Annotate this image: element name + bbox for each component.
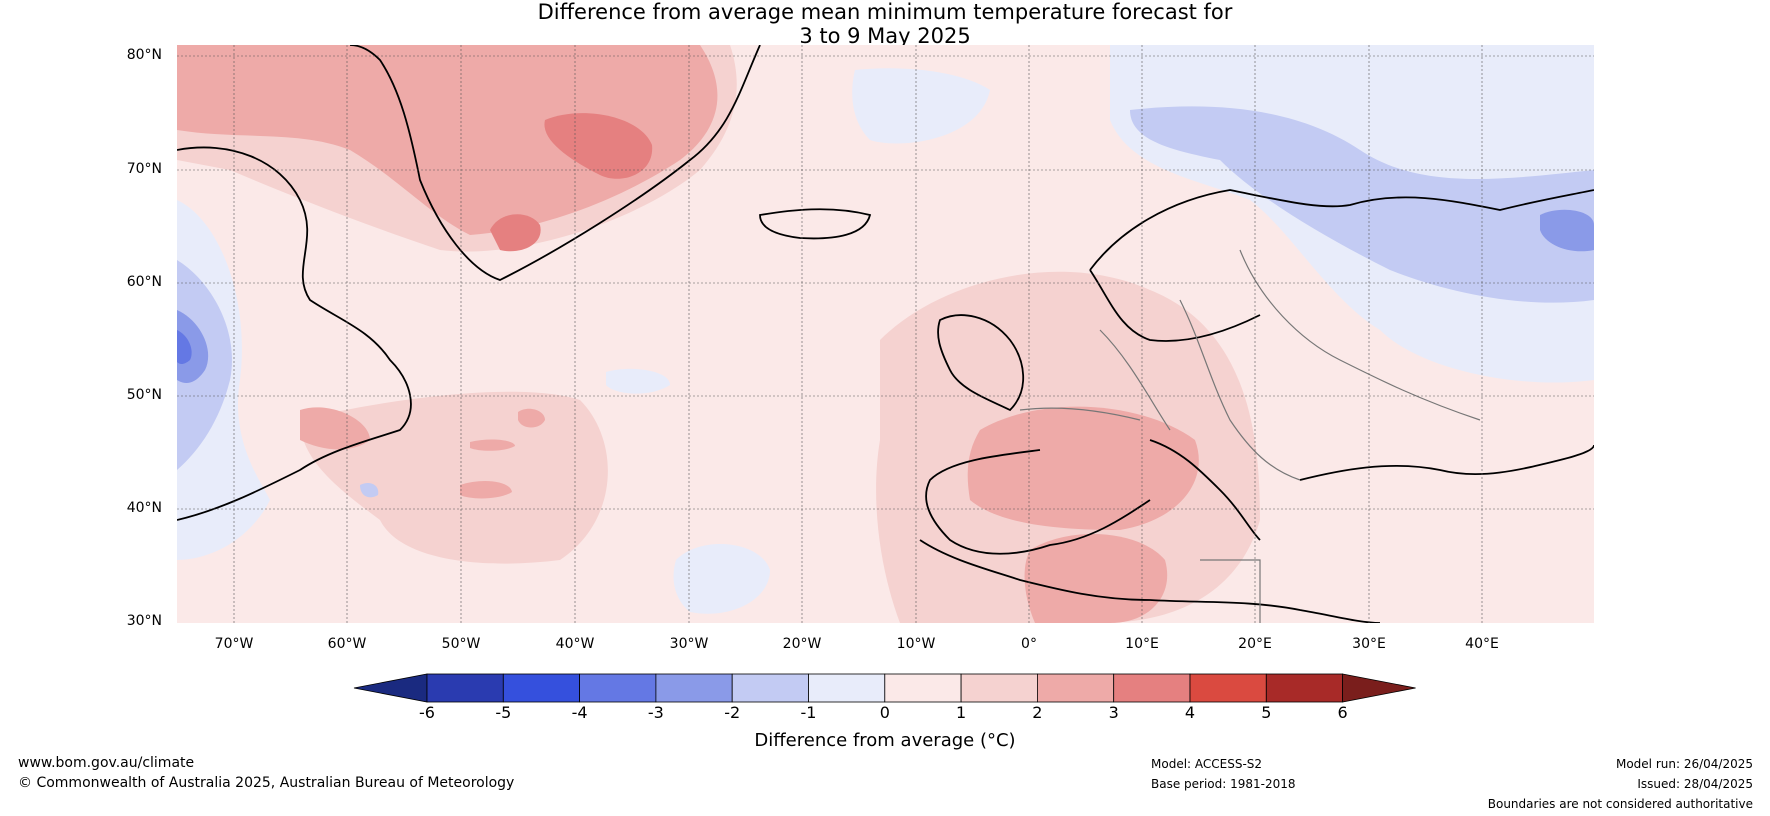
anomaly-atlantic-1-2 <box>300 391 608 564</box>
graticule <box>177 45 1594 623</box>
lon-label-30w: 30°W <box>669 636 709 652</box>
colorbar-tick-label: -2 <box>724 703 741 722</box>
colorbar-bin <box>1265 673 1344 703</box>
title-line-2: 3 to 9 May 2025 <box>799 24 971 48</box>
anomaly-atlantic-cool-a <box>360 483 379 498</box>
colorbar-tick-label: -4 <box>571 703 588 722</box>
anomaly-greenland-3-4-b <box>490 214 541 252</box>
colorbar-tick-label: 6 <box>1337 703 1348 722</box>
lat-label-60n: 60°N <box>126 274 162 290</box>
anomaly-europe-2-3 <box>967 406 1199 530</box>
coastlines <box>177 45 1594 623</box>
anomaly-atlantic-2-3-c <box>518 408 545 428</box>
colorbar-tick-label: 1 <box>956 703 967 722</box>
colorbar-bin <box>502 673 580 703</box>
anomaly-russia-neg2-neg3 <box>1540 209 1594 252</box>
lon-label-60w: 60°W <box>327 636 367 652</box>
anomaly-atlantic-2-3-b <box>460 480 512 499</box>
colorbar-tick-label: -6 <box>419 703 435 722</box>
lon-label-40e: 40°E <box>1465 636 1499 652</box>
anomaly-atlantic-cool-c <box>673 543 770 614</box>
footer-url: www.bom.gov.au/climate <box>18 755 195 771</box>
lat-label-50n: 50°N <box>126 387 162 403</box>
lon-label-10w: 10°W <box>896 636 936 652</box>
footer-model-run: Model run: 26/04/2025 <box>1615 757 1753 771</box>
colorbar-tick-label: -5 <box>495 703 512 722</box>
colorbar-bin <box>731 673 809 703</box>
map-title: Difference from average mean minimum tem… <box>0 0 1770 48</box>
colorbar-tick-label: -3 <box>647 703 664 722</box>
footer-base-period: Base period: 1981-2018 <box>1151 777 1296 791</box>
colorbar-bin <box>1189 673 1267 703</box>
colorbar-tick-label: -1 <box>800 703 817 722</box>
colorbar <box>353 673 1416 703</box>
lon-label-20e: 20°E <box>1238 636 1272 652</box>
anomaly-field <box>177 45 1594 623</box>
footer-disclaimer: Boundaries are not considered authoritat… <box>1487 797 1753 811</box>
colorbar-extend-high <box>1342 673 1416 703</box>
colorbar-tick-label: 4 <box>1184 703 1196 722</box>
lat-label-30n: 30°N <box>126 613 162 629</box>
colorbar-tick-label: 3 <box>1108 703 1119 722</box>
colorbar-bin <box>884 673 962 703</box>
anomaly-canada-neg2-neg3 <box>177 310 209 383</box>
colorbar-bin <box>579 673 657 703</box>
lon-label-0: 0° <box>1021 636 1037 652</box>
lon-label-70w: 70°W <box>214 636 254 652</box>
anomaly-greenland-2-3 <box>177 45 718 235</box>
lon-label-40w: 40°W <box>555 636 595 652</box>
anomaly-atlantic-cool-b <box>606 368 670 394</box>
anomaly-atlantic-2-3-a <box>300 407 370 450</box>
title-line-1: Difference from average mean minimum tem… <box>537 0 1233 24</box>
colorbar-bin <box>1037 673 1115 703</box>
footer-model: Model: ACCESS-S2 <box>1151 757 1263 771</box>
country-borders <box>1019 249 1481 623</box>
lon-label-50w: 50°W <box>441 636 481 652</box>
anomaly-canada-neg3-neg4 <box>177 330 192 365</box>
lat-label-80n: 80°N <box>126 47 162 63</box>
colorbar-bin <box>960 673 1038 703</box>
anomaly-norwegian-sea-cool <box>852 68 990 144</box>
colorbar-tick-label: 5 <box>1261 703 1272 722</box>
anomaly-arctic-neg1-neg2 <box>1130 106 1594 303</box>
anomaly-atlantic-2-3-d <box>470 439 515 451</box>
colorbar-tick-label: 0 <box>879 703 890 722</box>
footer-copyright: © Commonwealth of Australia 2025, Austra… <box>18 775 515 791</box>
colorbar-label: Difference from average (°C) <box>754 730 1016 751</box>
colorbar-tick-label: 2 <box>1032 703 1043 722</box>
colorbar-bin <box>655 673 733 703</box>
lat-label-70n: 70°N <box>126 161 162 177</box>
lon-label-10e: 10°E <box>1125 636 1159 652</box>
lon-label-20w: 20°W <box>782 636 822 652</box>
lon-label-30e: 30°E <box>1352 636 1386 652</box>
colorbar-extend-low <box>353 673 428 703</box>
anomaly-north-africa-2-3 <box>1024 533 1168 623</box>
colorbar-bin <box>808 673 886 703</box>
colorbar-bin <box>426 673 504 703</box>
anomaly-greenland-3-4-a <box>544 113 653 179</box>
lat-label-40n: 40°N <box>126 500 162 516</box>
colorbar-bin <box>1113 673 1191 703</box>
footer-issued: Issued: 28/04/2025 <box>1637 777 1753 791</box>
